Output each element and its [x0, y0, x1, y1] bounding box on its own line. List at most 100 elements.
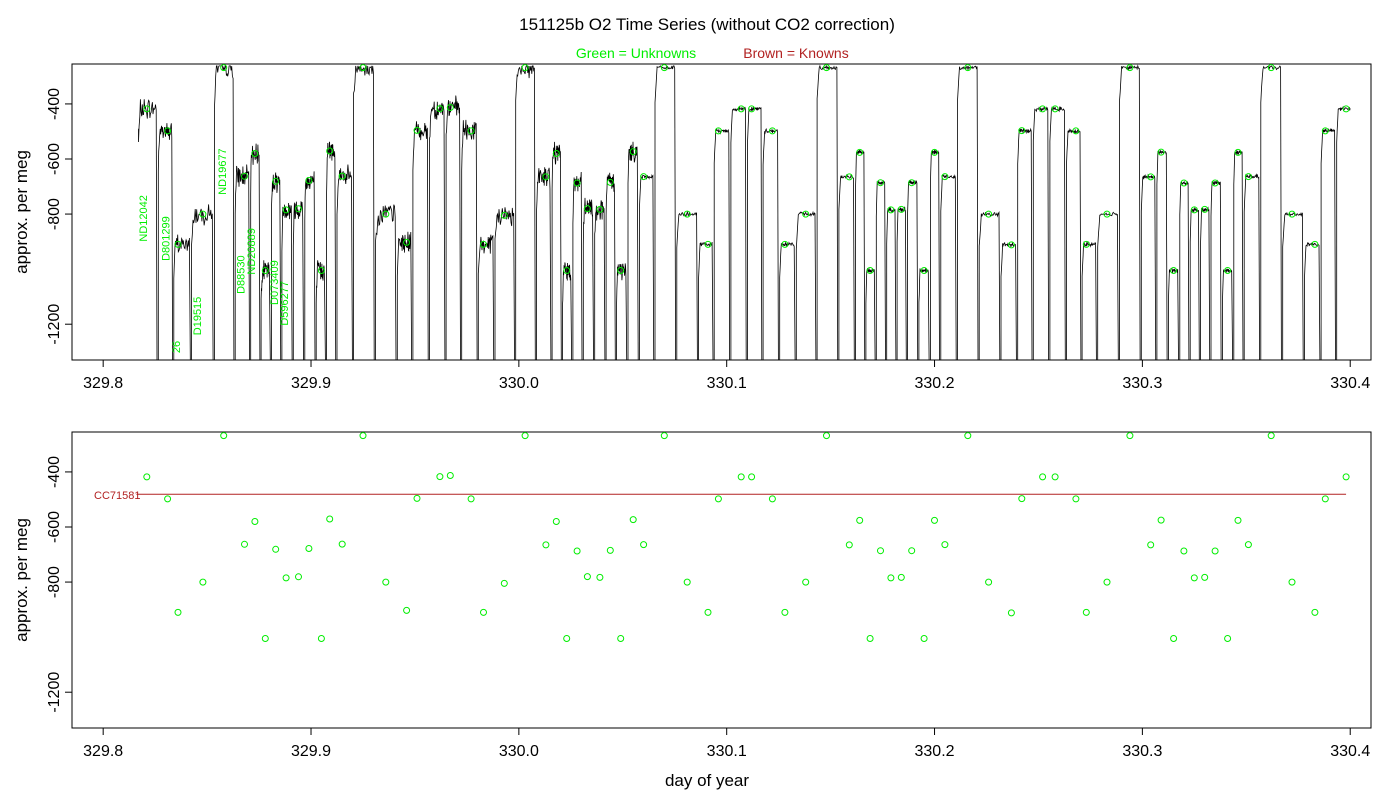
top-sample-marker: [629, 148, 637, 156]
sample-id-label: D073409: [269, 260, 281, 305]
top-sample-marker: [1147, 173, 1155, 181]
legend-unknowns: Green = Unknowns: [576, 45, 696, 61]
scatter-point: [1288, 578, 1296, 586]
top-sample-marker: [1201, 205, 1209, 213]
scatter-point: [941, 541, 949, 549]
x-tick-label: 330.4: [1330, 743, 1370, 760]
top-sample-marker: [1007, 241, 1015, 249]
top-sample-marker: [583, 205, 591, 213]
x-tick-label: 329.8: [83, 743, 123, 760]
scatter-point: [317, 635, 325, 642]
top-sample-marker: [1157, 148, 1165, 156]
scatter-point: [1007, 609, 1015, 617]
plot-frame: [71, 431, 1372, 729]
top-sample-marker: [1103, 210, 1111, 218]
scatter-point: [326, 515, 334, 523]
top-sample-marker: [1288, 210, 1296, 218]
scatter-point: [596, 573, 604, 581]
scatter-point: [295, 573, 302, 581]
scatter-point: [985, 578, 993, 586]
raw-o2-trace: [138, 64, 1351, 360]
top-sample-marker: [768, 127, 776, 135]
scatter-point: [573, 547, 581, 555]
scatter-point: [338, 540, 346, 548]
y-tick-label: -600: [46, 511, 63, 543]
top-sample-marker: [856, 148, 864, 156]
scatter-point: [1072, 495, 1080, 503]
x-tick-label: 330.1: [707, 375, 747, 392]
top-sample-marker: [295, 205, 302, 213]
top-sample-marker: [887, 206, 895, 214]
top-sample-marker: [272, 177, 280, 185]
reference-line-label: CC71581: [94, 490, 140, 502]
top-panel-time-series: 329.8 329.9 330.0 330.1 330.2 330.3 330.4 -400 -…: [46, 63, 1372, 392]
scatter-point: [931, 516, 938, 524]
scatter-point: [480, 608, 487, 616]
scatter-point: [1267, 432, 1275, 440]
top-sample-marker: [1234, 148, 1242, 156]
x-tick-label: 330.3: [1122, 375, 1162, 392]
top-sample-marker: [1018, 127, 1026, 135]
scatter-point: [737, 473, 745, 481]
scatter-point: [1211, 547, 1219, 555]
top-sample-marker: [1039, 105, 1047, 113]
top-sample-marker: [781, 240, 789, 248]
scatter-point: [1311, 608, 1319, 616]
top-sample-marker: [1342, 105, 1350, 113]
scatter-point: [403, 606, 411, 614]
sample-id-label: D19515: [192, 297, 204, 336]
top-sample-marker: [552, 150, 560, 157]
scatter-point: [467, 495, 475, 503]
top-sample-marker: [845, 173, 853, 181]
top-sample-marker: [251, 150, 259, 157]
scatter-point: [1170, 635, 1178, 642]
top-sample-marker: [199, 210, 207, 218]
y-tick-label: -800: [46, 198, 63, 230]
scatter-point: [563, 635, 571, 642]
scatter-point: [897, 573, 905, 581]
top-sample-marker: [480, 240, 487, 248]
top-sample-marker: [500, 211, 508, 219]
scatter-point: [1039, 473, 1047, 481]
top-sample-marker: [866, 267, 874, 274]
y-tick-label: -600: [46, 143, 63, 175]
scatter-point: [1018, 495, 1026, 503]
top-sample-marker: [1051, 105, 1059, 113]
x-tick-label: 330.1: [707, 743, 747, 760]
scatter-point: [748, 473, 756, 481]
y-tick-label: -800: [46, 566, 63, 598]
scatter-point: [1180, 547, 1188, 555]
top-sample-marker: [359, 64, 367, 72]
x-axis-label: day of year: [665, 771, 749, 790]
sample-id-label: 26: [171, 341, 183, 353]
top-sample-marker: [220, 64, 228, 72]
scatter-point: [1234, 516, 1242, 524]
scatter-point: [446, 472, 454, 479]
sample-id-label: D88530: [236, 255, 248, 294]
x-tick-label: 330.3: [1122, 743, 1162, 760]
scatter-point: [251, 518, 259, 525]
scatter-point: [617, 635, 625, 642]
top-sample-marker: [521, 64, 529, 72]
scatter-point: [272, 545, 280, 553]
y-tick-label: -400: [46, 456, 63, 488]
top-sample-marker: [1082, 240, 1090, 248]
top-sample-marker: [802, 210, 810, 218]
scatter-point: [877, 547, 884, 555]
x-tick-label: 329.9: [291, 375, 331, 392]
scatter-point: [542, 541, 550, 549]
x-tick-label: 330.0: [499, 375, 539, 392]
top-sample-marker: [1211, 179, 1219, 187]
scatter-point: [174, 608, 182, 616]
scatter-point: [908, 547, 916, 555]
scatter-point: [920, 635, 928, 642]
x-tick-label: 329.8: [83, 375, 123, 392]
scatter-point: [856, 516, 864, 524]
top-sample-marker: [596, 205, 604, 213]
top-sample-marker: [908, 179, 916, 187]
x-tick-label: 330.2: [915, 375, 955, 392]
scatter-point: [1126, 432, 1134, 440]
top-sample-marker: [573, 179, 581, 187]
scatter-point: [552, 518, 560, 525]
